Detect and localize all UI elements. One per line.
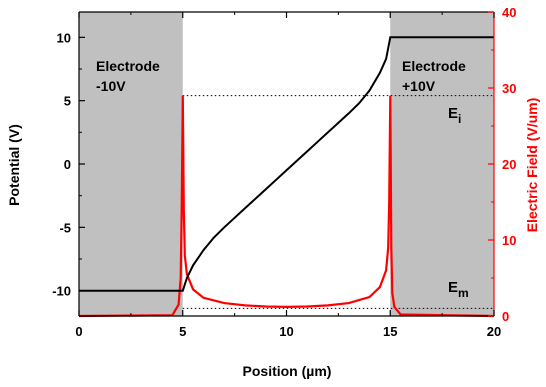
y-right-tick-label: 20 — [502, 157, 516, 172]
em-annotation: Em — [448, 279, 469, 300]
electrode-left-label-line2: -10V — [96, 78, 126, 94]
y-left-tick-label: 5 — [64, 94, 71, 109]
electrode-right-label-line2: +10V — [402, 78, 436, 94]
y-right-axis-title: Electric Field (V/um) — [524, 98, 540, 233]
y-right-tick-label: 10 — [502, 233, 516, 248]
x-axis-title: Position (µm) — [243, 363, 332, 379]
x-tick-label: 10 — [279, 324, 293, 339]
y-left-tick-label: 10 — [57, 30, 71, 45]
electric-field-line — [78, 95, 495, 318]
y-right-tick-label: 0 — [502, 309, 509, 324]
x-tick-label: 15 — [383, 324, 397, 339]
x-tick-label: 5 — [179, 324, 186, 339]
potential-line — [79, 36, 494, 292]
y-left-axis-title: Potential (V) — [6, 124, 22, 206]
electrode-region-left — [79, 12, 183, 316]
electrode-left-label-line1: Electrode — [96, 58, 160, 74]
electrode-right-label-line1: Electrode — [402, 58, 466, 74]
y-right-tick-label: 30 — [502, 81, 516, 96]
electrode-region-right — [390, 12, 494, 316]
y-left-tick-label: 0 — [64, 157, 71, 172]
y-right-tick-label: 40 — [502, 5, 516, 20]
x-tick-label: 20 — [487, 324, 501, 339]
ei-annotation: Ei — [448, 105, 461, 126]
x-tick-label: 0 — [75, 324, 82, 339]
y-left-tick-label: -10 — [52, 284, 71, 299]
y-left-tick-label: -5 — [59, 220, 71, 235]
